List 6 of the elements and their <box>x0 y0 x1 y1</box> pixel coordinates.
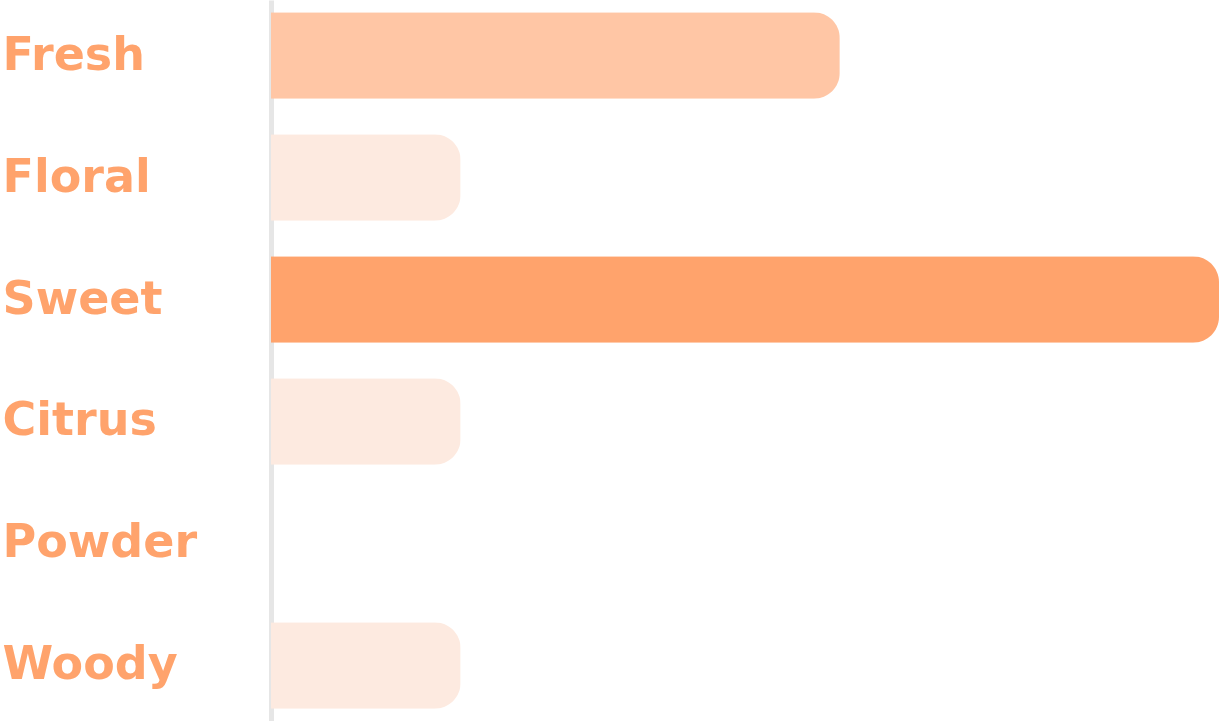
y-tick-label: Powder <box>2 514 198 569</box>
y-tick-label: Floral <box>2 148 151 203</box>
y-tick-label: Citrus <box>2 392 157 447</box>
y-tick-label: Woody <box>2 636 178 691</box>
y-tick-label: Fresh <box>2 26 145 81</box>
y-tick-label: Sweet <box>2 270 163 325</box>
